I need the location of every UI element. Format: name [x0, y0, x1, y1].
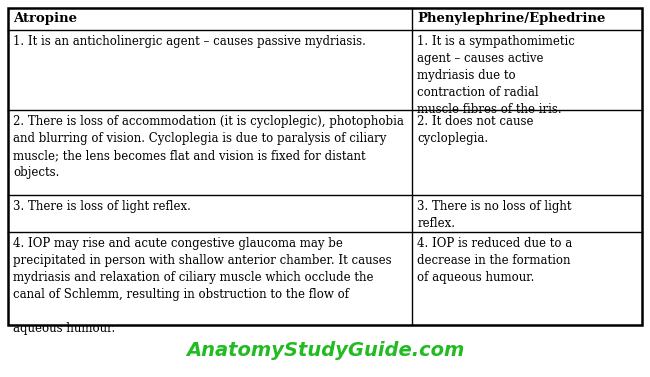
Text: 2. There is loss of accommodation (it is cycloplegic), photophobia
and blurring : 2. There is loss of accommodation (it is… [13, 115, 404, 179]
Text: Atropine: Atropine [13, 12, 77, 26]
Bar [8, 8, 642, 325]
Text: 4. IOP is reduced due to a
decrease in the formation
of aqueous humour.: 4. IOP is reduced due to a decrease in t… [417, 237, 573, 284]
Text: Phenylephrine/Ephedrine: Phenylephrine/Ephedrine [417, 12, 606, 26]
Text: AnatomyStudyGuide.com: AnatomyStudyGuide.com [186, 342, 464, 360]
Text: 3. There is loss of light reflex.: 3. There is loss of light reflex. [13, 200, 191, 213]
Text: 2. It does not cause
cycloplegia.: 2. It does not cause cycloplegia. [417, 115, 534, 145]
Text: 4. IOP may rise and acute congestive glaucoma may be
precipitated in person with: 4. IOP may rise and acute congestive gla… [13, 237, 391, 335]
Text: 1. It is an anticholinergic agent – causes passive mydriasis.: 1. It is an anticholinergic agent – caus… [13, 35, 366, 48]
Text: 3. There is no loss of light
reflex.: 3. There is no loss of light reflex. [417, 200, 572, 230]
Text: 1. It is a sympathomimetic
agent – causes active
mydriasis due to
contraction of: 1. It is a sympathomimetic agent – cause… [417, 35, 575, 116]
